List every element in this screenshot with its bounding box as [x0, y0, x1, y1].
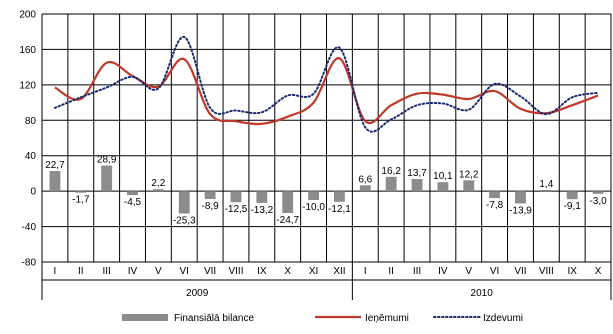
x-tick-label: VI: [180, 266, 189, 277]
legend-swatch-bar: [122, 314, 168, 321]
y-tick-label: 200: [19, 10, 36, 21]
legend-label: Finansiālā bilance: [174, 313, 254, 324]
bar: [489, 191, 501, 199]
bar: [592, 191, 604, 194]
bar: [178, 191, 190, 214]
y-tick-label: -40: [22, 222, 37, 233]
bar: [359, 185, 371, 192]
bar-data-label: -7,8: [486, 200, 504, 211]
x-tick-label: IX: [257, 266, 267, 277]
bar-data-label: -4,5: [124, 197, 142, 208]
x-tick-label: VII: [204, 266, 216, 277]
x-tick-label: VIII: [539, 266, 554, 277]
bar-data-label: -10,0: [302, 202, 325, 213]
bar: [540, 189, 552, 192]
x-tick-label: IV: [438, 266, 448, 277]
bar: [49, 171, 61, 192]
bar: [437, 182, 449, 192]
bar: [566, 191, 578, 200]
x-tick-label: III: [413, 266, 421, 277]
bar-data-label: -24,7: [276, 215, 299, 226]
bar: [101, 165, 113, 192]
bar: [515, 191, 526, 204]
x-tick-label: IX: [567, 266, 577, 277]
x-tick-label: X: [284, 266, 291, 277]
bar-data-label: 12,2: [459, 169, 479, 180]
y-tick-label: -80: [22, 258, 37, 269]
x-tick-label: I: [54, 266, 57, 277]
x-tick-label: X: [595, 266, 602, 277]
bar-data-label: -12,5: [225, 204, 248, 215]
bar-data-label: 16,2: [381, 166, 401, 177]
revenue-line: [54, 57, 599, 126]
y-tick-label: 160: [19, 45, 36, 56]
bar-data-label: 10,1: [433, 171, 453, 182]
y-tick-label: 120: [19, 80, 36, 91]
x-tick-label: V: [465, 266, 472, 277]
bar-data-label: -13,2: [250, 205, 273, 216]
bar-data-label: 2,2: [151, 178, 165, 189]
bar-data-label: -25,3: [173, 216, 196, 227]
x-tick-label: VI: [490, 266, 499, 277]
y-tick-label: 40: [25, 151, 37, 162]
bar: [282, 191, 294, 214]
bar-data-label: -8,9: [201, 201, 219, 212]
bar-data-label: -1,7: [72, 195, 90, 206]
bar: [204, 191, 216, 200]
bar: [256, 191, 268, 203]
bar-data-label: 1,4: [539, 179, 553, 190]
x-tick-label: II: [78, 266, 84, 277]
bar: [411, 179, 423, 192]
bar: [308, 191, 319, 200]
year-label: 2010: [471, 288, 494, 299]
x-tick-label: IV: [128, 266, 138, 277]
bar-data-label: 28,9: [97, 155, 117, 166]
bar: [127, 191, 138, 196]
year-label: 2009: [186, 288, 209, 299]
x-tick-label: I: [364, 266, 367, 277]
y-tick-label: 0: [30, 187, 36, 198]
y-tick-label: 80: [25, 116, 37, 127]
x-tick-label: III: [102, 266, 110, 277]
bar: [75, 191, 87, 193]
expenditure-line: [53, 36, 600, 133]
bar-data-label: 6,6: [358, 174, 372, 185]
x-tick-label: XII: [333, 266, 345, 277]
x-tick-label: V: [155, 266, 162, 277]
x-tick-label: VIII: [228, 266, 243, 277]
x-tick-label: XI: [309, 266, 318, 277]
bar-data-label: 13,7: [407, 168, 427, 179]
bar-data-label: -13,9: [509, 205, 532, 216]
x-tick-label: II: [388, 266, 394, 277]
x-tick-label: VII: [514, 266, 526, 277]
bar: [385, 176, 397, 192]
legend-label: Izdevumi: [483, 313, 523, 324]
bar: [152, 189, 164, 192]
bar: [230, 191, 242, 203]
bar-data-label: -12,1: [328, 204, 351, 215]
bar-data-label: 22,7: [45, 160, 65, 171]
bar-data-label: -3,0: [589, 196, 607, 207]
bar: [334, 191, 345, 202]
bar-data-label: -9,1: [564, 201, 582, 212]
legend-label: Ieņēmumi: [365, 313, 409, 324]
bar: [463, 180, 475, 192]
